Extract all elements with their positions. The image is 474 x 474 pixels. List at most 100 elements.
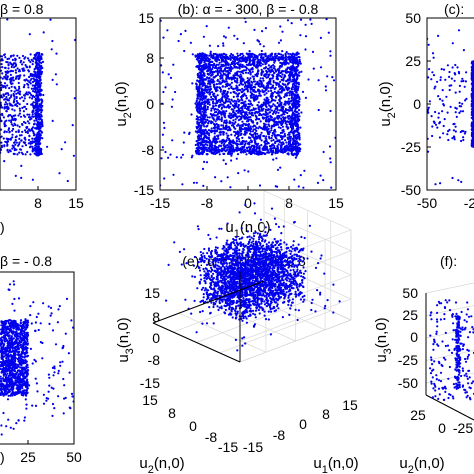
panel-b-point [228,98,231,101]
panel-c-point [437,112,440,115]
panel-a-point [31,150,34,153]
panel-b-point [292,139,295,142]
panel-b-point [265,102,268,105]
panel-b-point [329,50,332,53]
panel-b-point [199,104,202,107]
panel-b-point [212,98,215,101]
panel-b-point [214,95,217,98]
panel-a-point [32,123,36,126]
panel-b-point [241,114,244,117]
panel-b-point [163,126,166,130]
panel-b-point [204,62,207,65]
panel-b-point [284,56,287,60]
panel-b-point [255,65,258,68]
panel-b-point [264,54,267,57]
panel-a-point [22,99,25,102]
panel-b-point [277,94,280,97]
panel-b-point [199,98,202,101]
panel-b-point [214,52,217,56]
panel-b-point [191,53,194,56]
panel-c-point [453,136,456,139]
panel-b-point [272,81,275,84]
panel-b-point [236,77,239,80]
panel-b-point [247,84,250,87]
panel-b-point [202,106,206,109]
panel-b-xtick-label: 8 [285,195,293,211]
panel-b-point [236,87,239,90]
panel-a-point [0,104,3,107]
panel-b-point [293,60,296,63]
panel-a-point [3,103,6,106]
panel-b-point [203,89,206,92]
panel-b-point [279,131,282,135]
panel-c-point [454,125,457,128]
panel-a-point [3,125,6,128]
panel-a-point [6,84,9,87]
panel-b-point [229,121,232,124]
panel-b-point [246,90,249,93]
panel-a-point [33,68,36,71]
panel-b-point [199,127,202,130]
panel-b-point [322,179,325,182]
panel-b-point [199,59,202,63]
panel-b-point [277,58,280,61]
panel-b-point [234,59,237,62]
panel-b-point [196,97,199,100]
panel-b-point [247,129,250,132]
panel-c-point [454,106,457,109]
panel-b-point [276,115,279,118]
panel-b-point [206,118,209,122]
panel-b-point [269,106,272,109]
panel-b-point [218,131,221,134]
panel-b-point [214,152,217,155]
panel-a-point [36,67,40,70]
panel-b-point [221,147,224,150]
panel-b-point [284,53,287,56]
panel-a-point [37,110,40,113]
panel-b-point [275,96,278,99]
panel-b-point [202,73,205,77]
panel-b-point [292,92,295,95]
panel-b-point [236,62,239,65]
panel-a-point [13,86,16,89]
panel-b-point [200,73,203,76]
panel-b-point [241,63,244,67]
panel-b-point [269,118,272,121]
panel-b-point [258,105,261,108]
panel-b-point [210,74,213,77]
panel-b-point [239,118,242,121]
panel-a-point [29,92,32,95]
panel-b-point [317,108,320,112]
panel-b-point [215,108,219,111]
panel-b-point [285,148,288,151]
panel-c-point [446,111,449,114]
panel-b-point [214,107,217,110]
panel-b-point [262,45,265,48]
panel-c-point [461,77,464,80]
panel-b-point [274,55,277,59]
panel-b-point [279,25,282,28]
panel-b-point [217,66,220,70]
panel-b-point [290,117,293,120]
panel-b-point [209,112,212,116]
panel-b-point [245,120,249,123]
panel-c-point [458,90,461,93]
panel-b-point [284,86,287,89]
panel-a-point [9,150,12,153]
panel-a-point [33,78,36,81]
panel-b-point [267,90,270,93]
panel-b-point [291,143,294,146]
panel-c-point [464,130,467,133]
panel-b-point [245,131,248,134]
panel-b-point [226,97,229,100]
panel-b-point [160,157,163,160]
panel-b-point [266,132,270,135]
panel-a-point [35,113,39,116]
panel-b-point [222,133,225,136]
panel-a-point [14,143,17,146]
panel-a-point [33,133,36,136]
panel-b-point [281,86,284,90]
panel-b-point [232,119,235,122]
panel-c-point [457,29,461,32]
panel-b-point [259,133,262,136]
